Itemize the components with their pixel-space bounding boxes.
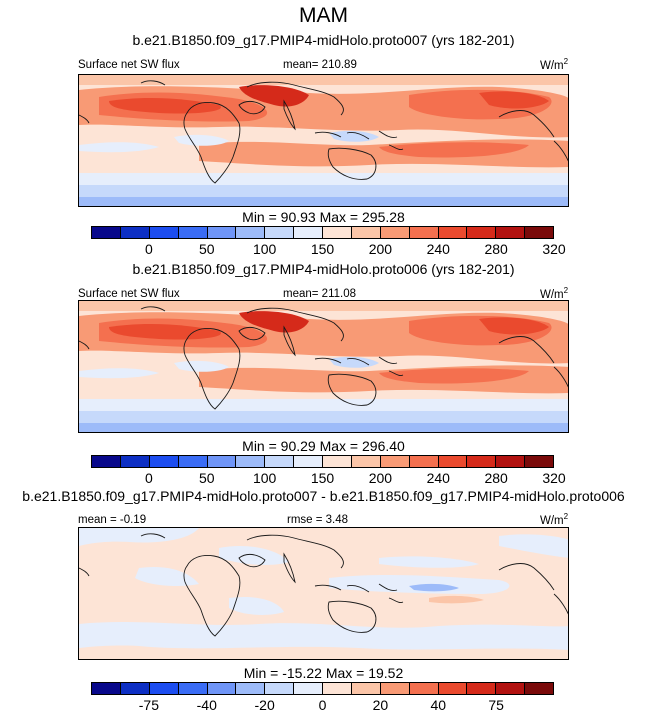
colorbar-tick-label: 150 <box>310 241 335 257</box>
colorbar-swatch <box>438 683 468 694</box>
colorbar-swatch <box>236 683 266 694</box>
panel3-map <box>78 527 569 660</box>
colorbar-tick-label: 240 <box>426 470 450 486</box>
colorbar-tick-label: 100 <box>252 241 277 257</box>
colorbar-tick-label: 50 <box>198 241 215 257</box>
colorbar-swatch <box>496 227 526 238</box>
colorbar-swatch <box>178 683 208 694</box>
colorbar-tick-label: -75 <box>138 697 159 713</box>
page-title: MAM <box>299 4 348 27</box>
colorbar-swatch <box>265 456 295 467</box>
colorbar-swatch <box>265 683 295 694</box>
panel1-map <box>78 74 569 207</box>
panel3-colorbar-ticks: -75 -40 -20 0 20 40 75 <box>91 697 554 713</box>
colorbar-swatch <box>525 456 553 467</box>
colorbar-swatch <box>265 227 295 238</box>
panel2-units: W/m2 <box>540 286 569 301</box>
colorbar-swatch <box>236 227 266 238</box>
panel3-case-title: b.e21.B1850.f09_g17.PMIP4-midHolo.proto0… <box>22 488 625 504</box>
colorbar-swatch <box>149 683 179 694</box>
colorbar-tick-label: 0 <box>144 241 153 257</box>
colorbar-swatch <box>409 683 439 694</box>
colorbar-swatch <box>496 456 526 467</box>
colorbar-tick-label: 20 <box>372 697 389 713</box>
colorbar-swatch <box>525 683 553 694</box>
colorbar-swatch <box>323 227 352 238</box>
colorbar-swatch <box>120 227 150 238</box>
panel2-case-title: b.e21.B1850.f09_g17.PMIP4-midHolo.proto0… <box>132 261 515 277</box>
panel2-variable-label: Surface net SW flux <box>78 288 180 300</box>
panel3-mean-label: mean = -0.19 <box>78 514 147 526</box>
panel1-mean-label: mean= 210.89 <box>283 59 357 71</box>
panel3-minmax: Min = -15.22 Max = 19.52 <box>243 665 404 681</box>
panel2-colorbar-ticks: 0 50 100 150 200 240 280 320 <box>91 470 566 486</box>
colorbar-tick-label: 100 <box>252 470 277 486</box>
colorbar-swatch <box>149 456 179 467</box>
colorbar-tick-label: 200 <box>368 470 393 486</box>
panel1-colorbar-ticks: 0 50 100 150 200 240 280 320 <box>91 241 566 257</box>
colorbar-swatch <box>207 227 237 238</box>
colorbar-swatch <box>467 227 497 238</box>
colorbar-swatch <box>467 456 497 467</box>
panel2-minmax: Min = 90.29 Max = 296.40 <box>242 438 405 454</box>
colorbar-swatch <box>380 456 410 467</box>
colorbar-tick-label: 320 <box>542 470 566 486</box>
panel3-rmse-label: rmse = 3.48 <box>287 514 349 526</box>
colorbar-swatch <box>92 456 121 467</box>
colorbar-tick-label: 0 <box>318 697 327 713</box>
colorbar-tick-label: 150 <box>310 470 335 486</box>
colorbar-tick-label: 200 <box>368 241 393 257</box>
panel1-colorbar <box>91 226 554 239</box>
colorbar-tick-label: 280 <box>484 470 508 486</box>
colorbar-tick-label: 50 <box>198 470 215 486</box>
panel1-variable-label: Surface net SW flux <box>78 59 180 71</box>
colorbar-swatch <box>207 683 237 694</box>
colorbar-tick-label: -40 <box>196 697 217 713</box>
colorbar-swatch <box>351 227 381 238</box>
panel1-minmax: Min = 90.93 Max = 295.28 <box>242 209 405 225</box>
panel2-map <box>78 300 569 433</box>
colorbar-swatch <box>294 683 323 694</box>
colorbar-swatch <box>149 227 179 238</box>
colorbar-tick-label: 75 <box>488 697 504 713</box>
colorbar-swatch <box>323 683 352 694</box>
colorbar-swatch <box>409 456 439 467</box>
panel1-case-title: b.e21.B1850.f09_g17.PMIP4-midHolo.proto0… <box>132 32 515 48</box>
colorbar-swatch <box>92 683 121 694</box>
panel2-mean-label: mean= 211.08 <box>283 288 356 300</box>
colorbar-tick-label: -20 <box>254 697 275 713</box>
colorbar-swatch <box>525 227 553 238</box>
colorbar-swatch <box>380 227 410 238</box>
colorbar-swatch <box>351 683 381 694</box>
colorbar-swatch <box>120 683 150 694</box>
panel3-colorbar <box>91 682 554 695</box>
colorbar-swatch <box>120 456 150 467</box>
colorbar-swatch <box>207 456 237 467</box>
panel3-units: W/m2 <box>540 512 569 527</box>
colorbar-swatch <box>294 227 323 238</box>
colorbar-swatch <box>236 456 266 467</box>
colorbar-tick-label: 40 <box>430 697 447 713</box>
colorbar-swatch <box>294 456 323 467</box>
colorbar-tick-label: 320 <box>542 241 566 257</box>
panel2-colorbar <box>91 455 554 468</box>
colorbar-tick-label: 240 <box>426 241 450 257</box>
colorbar-swatch <box>351 456 381 467</box>
panel1-units: W/m2 <box>540 57 569 72</box>
colorbar-swatch <box>438 227 468 238</box>
colorbar-swatch <box>409 227 439 238</box>
colorbar-swatch <box>178 456 208 467</box>
colorbar-swatch <box>438 456 468 467</box>
colorbar-swatch <box>467 683 497 694</box>
colorbar-tick-label: 280 <box>484 241 508 257</box>
colorbar-tick-label: 0 <box>144 470 153 486</box>
colorbar-swatch <box>496 683 526 694</box>
colorbar-swatch <box>380 683 410 694</box>
colorbar-swatch <box>92 227 121 238</box>
colorbar-swatch <box>323 456 352 467</box>
colorbar-swatch <box>178 227 208 238</box>
